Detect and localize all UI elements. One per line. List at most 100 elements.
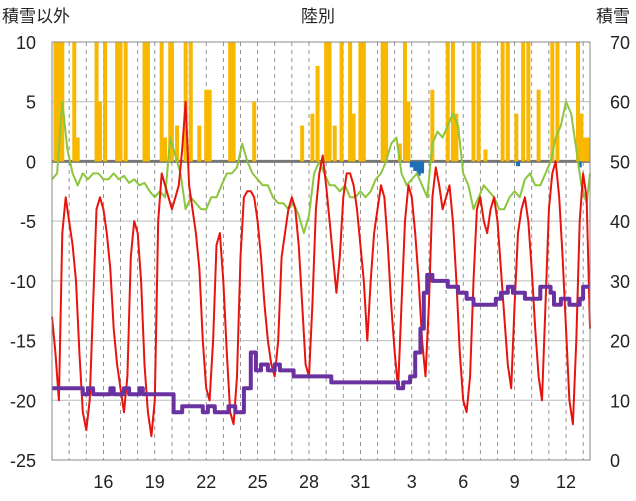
snowfall-bar — [521, 42, 526, 162]
rain-bar — [516, 161, 521, 167]
x-tick-label: 22 — [196, 472, 216, 492]
right-tick-label: 70 — [610, 33, 630, 53]
snowfall-bar — [586, 137, 591, 162]
right-tick-label: 40 — [610, 212, 630, 232]
snowfall-bar — [53, 42, 58, 162]
rain-bar — [413, 161, 418, 171]
snowfall-bar — [397, 143, 402, 162]
snowfall-bar — [169, 42, 174, 162]
left-tick-label: -10 — [10, 272, 36, 292]
left-tick-label: -25 — [10, 451, 36, 471]
snowfall-bar — [115, 42, 120, 162]
right-axis-title: 積雪 — [596, 7, 630, 27]
left-tick-label: 5 — [26, 93, 36, 113]
x-tick-label: 19 — [145, 472, 165, 492]
snowfall-bar — [579, 113, 584, 162]
snowfall-bar — [94, 42, 99, 162]
snowfall-bar — [142, 42, 147, 162]
right-tick-label: 30 — [610, 272, 630, 292]
snowfall-bar — [207, 89, 212, 162]
snowfall-bar — [197, 125, 202, 162]
snowfall-bar — [324, 42, 329, 162]
x-tick-label: 31 — [350, 472, 370, 492]
snowfall-bar — [582, 137, 587, 162]
snowfall-bar — [402, 42, 407, 162]
x-tick-label: 28 — [299, 472, 319, 492]
right-tick-label: 0 — [610, 451, 620, 471]
snowfall-bar — [380, 42, 385, 162]
snowfall-bar — [536, 89, 541, 162]
snowfall-bar — [327, 42, 332, 162]
snowfall-bar — [555, 42, 560, 162]
right-tick-label: 20 — [610, 332, 630, 352]
rain-bar — [577, 161, 582, 168]
snowfall-bar — [75, 137, 80, 162]
snowfall-bar — [450, 42, 455, 162]
snowfall-bar — [97, 101, 102, 162]
left-tick-label: -5 — [20, 212, 36, 232]
snowfall-bar — [483, 149, 488, 162]
snowfall-bar — [159, 42, 164, 162]
snowfall-bar — [500, 42, 505, 162]
left-tick-label: 0 — [26, 152, 36, 172]
left-tick-label: -20 — [10, 391, 36, 411]
x-tick-label: 6 — [458, 472, 468, 492]
snowfall-bar — [118, 42, 123, 162]
snowfall-bar — [175, 125, 180, 162]
snowfall-bar — [204, 89, 209, 162]
snowfall-bar — [163, 137, 168, 162]
left-tick-label: 10 — [16, 33, 36, 53]
rain-bar — [409, 161, 414, 168]
wind-line — [51, 100, 591, 235]
right-tick-label: 10 — [610, 391, 630, 411]
snowfall-bar — [361, 42, 366, 162]
snowfall-bar — [384, 42, 389, 162]
snow-depth-line — [52, 272, 590, 415]
chart-title: 陸別 — [301, 7, 335, 27]
snowfall-bar — [445, 42, 450, 162]
snowfall-bar — [358, 42, 363, 162]
snowfall-bar — [252, 101, 257, 162]
snowfall-bar — [576, 42, 581, 162]
x-tick-label: 12 — [556, 472, 576, 492]
snowfall-bar — [514, 113, 519, 162]
snowfall-bar — [72, 42, 77, 162]
snowfall-bar — [315, 65, 320, 162]
snowfall-bar — [526, 42, 531, 162]
snowfall-bar — [471, 42, 476, 162]
snowfall-bar — [332, 125, 337, 162]
snowfall-bar — [300, 125, 305, 162]
series-lines — [51, 100, 591, 438]
snowfall-bar — [228, 42, 233, 162]
rain-bar — [416, 161, 421, 176]
snowfall-bar — [430, 89, 435, 162]
snowfall-bar — [123, 42, 128, 162]
snowfall-bar — [310, 113, 315, 162]
snowfall-bar — [145, 42, 150, 162]
right-tick-label: 50 — [610, 152, 630, 172]
x-tick-label: 9 — [510, 472, 520, 492]
snowfall-bar — [56, 42, 61, 162]
plot-frame — [51, 41, 591, 461]
snowfall-bar — [505, 42, 510, 162]
snowfall-bar — [550, 42, 555, 162]
snowfall-bar — [188, 42, 193, 162]
left-axis-title: 積雪以外 — [2, 7, 70, 27]
temperature-line — [51, 100, 591, 438]
x-tick-label: 3 — [407, 472, 417, 492]
left-tick-label: -15 — [10, 332, 36, 352]
rain-bar — [420, 161, 425, 174]
x-tick-label: 25 — [248, 472, 268, 492]
x-tick-label: 16 — [93, 472, 113, 492]
snowfall-bar — [454, 113, 459, 162]
snowfall-bar — [406, 101, 411, 162]
snowfall-bar — [231, 42, 236, 162]
snowfall-bar — [339, 42, 344, 162]
snowfall-bar — [348, 42, 353, 162]
snowfall-bar — [103, 42, 108, 162]
snowfall-bar — [351, 113, 356, 162]
snowfall-bar — [476, 42, 481, 162]
right-tick-label: 60 — [610, 93, 630, 113]
